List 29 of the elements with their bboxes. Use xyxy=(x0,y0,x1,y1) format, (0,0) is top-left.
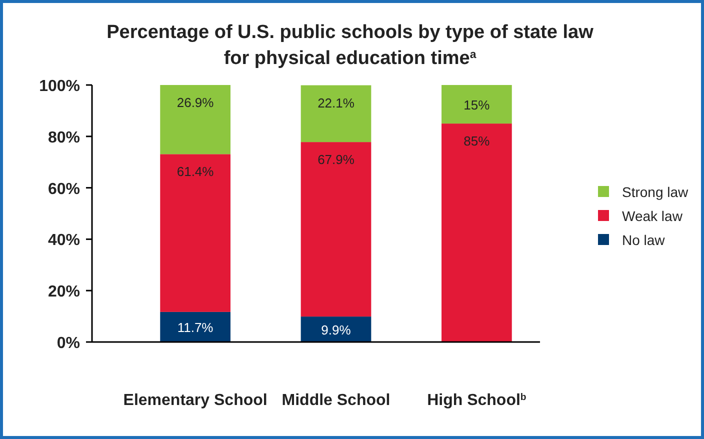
data-label: 22.1% xyxy=(318,95,355,110)
bar xyxy=(160,312,230,342)
bar xyxy=(300,142,372,317)
legend-label: Weak law xyxy=(622,208,684,224)
data-label: 15% xyxy=(464,97,490,112)
x-tick-label: Elementary School xyxy=(123,392,268,409)
y-tick-label: 20% xyxy=(48,284,80,301)
bar xyxy=(442,85,512,124)
bar xyxy=(160,85,230,154)
bar xyxy=(300,85,372,142)
y-tick-label: 80% xyxy=(48,129,80,146)
bar xyxy=(300,316,372,342)
bar xyxy=(442,124,512,342)
y-tick-label: 0% xyxy=(56,335,80,352)
chart-title: Percentage of U.S. public schools by type of state law for physical education time$^{a}$ xyxy=(106,22,594,69)
data-label: 26.9% xyxy=(176,95,214,110)
data-label: 61.4% xyxy=(176,164,214,180)
x-tick-label: Middle School xyxy=(282,392,390,409)
data-label: 67.9% xyxy=(318,152,355,168)
data-label: 11.7% xyxy=(177,320,214,335)
legend-label: Strong law xyxy=(622,184,690,200)
data-label: 85% xyxy=(464,134,490,149)
data-label: 9.9% xyxy=(321,322,352,338)
y-tick-label: 60% xyxy=(48,180,80,198)
bar xyxy=(160,154,230,312)
y-tick-label: 100% xyxy=(39,78,80,95)
y-tick-label: 40% xyxy=(48,232,80,250)
legend-label: No law xyxy=(622,232,666,248)
x-tick-label: High School$^{b}$ xyxy=(427,392,526,409)
